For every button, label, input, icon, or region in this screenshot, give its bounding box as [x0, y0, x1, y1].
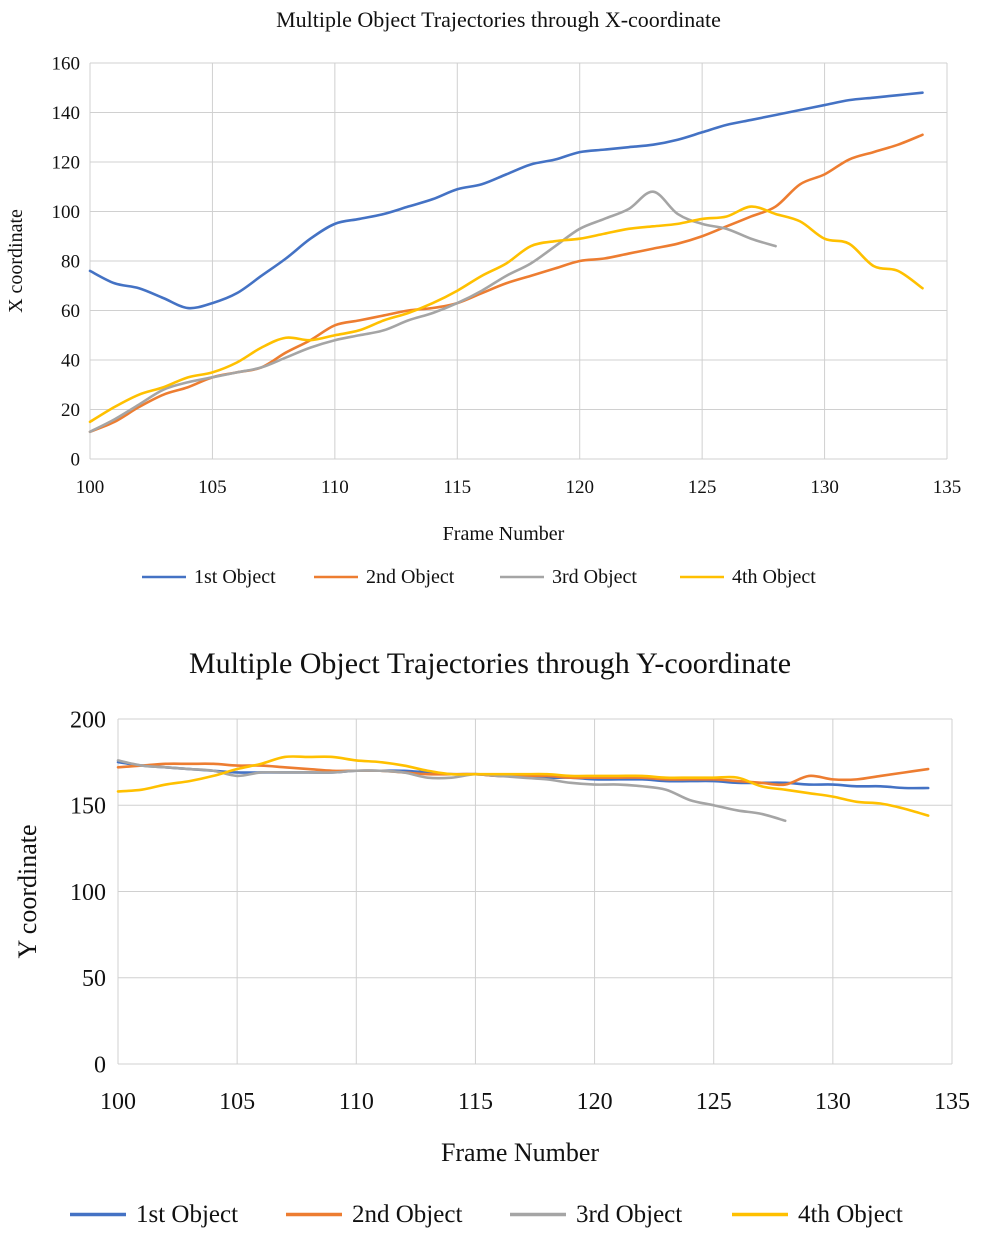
legend-label: 2nd Object	[352, 1201, 462, 1228]
series-line-1st-object	[88, 91, 924, 310]
x-tick-label: 130	[815, 1089, 851, 1115]
x-axis-label: Frame Number	[441, 1138, 599, 1167]
legend-label: 3rd Object	[552, 566, 637, 588]
chart-1: Multiple Object Trajectories through X-c…	[5, 7, 961, 588]
legend-label: 4th Object	[732, 566, 816, 588]
chart-2: Multiple Object Trajectories through Y-c…	[13, 647, 970, 1228]
y-axis-label: X coordinate	[5, 209, 27, 313]
y-axis-label: Y coordinate	[13, 824, 42, 958]
y-tick-label: 100	[52, 202, 81, 223]
y-tick-label: 50	[82, 966, 106, 992]
x-tick-label: 135	[933, 477, 962, 498]
y-tick-label: 150	[70, 794, 106, 820]
y-tick-label: 200	[70, 707, 106, 733]
series-line-4th-object	[88, 205, 924, 424]
x-tick-label: 100	[100, 1089, 136, 1115]
chart-title: Multiple Object Trajectories through X-c…	[276, 7, 721, 32]
x-tick-label: 100	[76, 477, 105, 498]
series-line-3rd-object	[88, 190, 777, 434]
y-tick-label: 60	[61, 301, 80, 322]
y-tick-label: 0	[71, 450, 81, 471]
x-tick-label: 115	[443, 477, 471, 498]
y-tick-label: 160	[52, 54, 81, 75]
x-tick-label: 120	[565, 477, 594, 498]
x-tick-label: 105	[219, 1089, 255, 1115]
series-line-3rd-object	[116, 759, 787, 823]
y-tick-label: 0	[94, 1052, 106, 1078]
y-tick-label: 40	[61, 351, 80, 372]
y-tick-label: 100	[70, 880, 106, 906]
y-tick-label: 20	[61, 400, 80, 421]
x-tick-label: 110	[321, 477, 349, 498]
y-tick-label: 140	[52, 103, 81, 124]
x-tick-label: 135	[934, 1089, 970, 1115]
y-tick-label: 120	[52, 153, 81, 174]
y-tick-label: 80	[61, 252, 80, 273]
legend-label: 1st Object	[136, 1201, 238, 1228]
x-tick-label: 110	[339, 1089, 374, 1115]
x-tick-label: 130	[810, 477, 839, 498]
x-tick-label: 115	[458, 1089, 493, 1115]
legend-label: 1st Object	[194, 566, 276, 588]
series-line-4th-object	[116, 755, 930, 817]
x-tick-label: 125	[696, 1089, 732, 1115]
legend-label: 2nd Object	[366, 566, 455, 588]
x-tick-label: 120	[577, 1089, 613, 1115]
x-axis-label: Frame Number	[443, 523, 565, 545]
x-tick-label: 125	[688, 477, 717, 498]
legend-label: 4th Object	[798, 1201, 903, 1228]
legend-label: 3rd Object	[576, 1201, 682, 1228]
chart-title: Multiple Object Trajectories through Y-c…	[189, 647, 791, 680]
x-tick-label: 105	[198, 477, 227, 498]
series-line-2nd-object	[88, 133, 924, 434]
